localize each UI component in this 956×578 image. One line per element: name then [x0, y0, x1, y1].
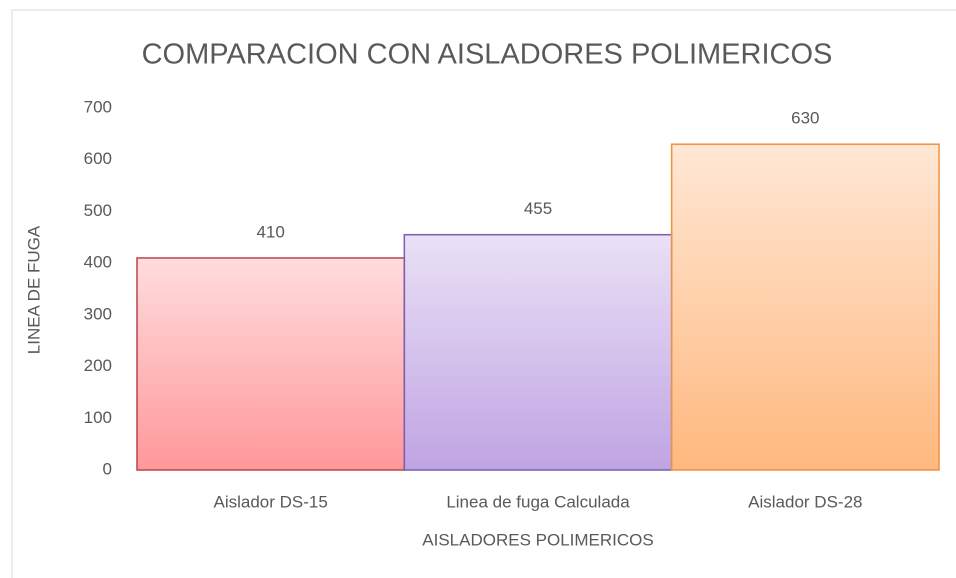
- y-tick-label: 100: [84, 408, 112, 427]
- y-axis-title: LINEA DE FUGA: [24, 225, 43, 354]
- x-tick-label: Aislador DS-15: [214, 492, 328, 511]
- y-tick-label: 700: [84, 97, 112, 116]
- data-label: 410: [256, 222, 284, 241]
- bar: [136, 257, 406, 471]
- x-tick-label: Aislador DS-28: [748, 492, 862, 511]
- data-label: 455: [524, 199, 552, 218]
- y-tick-label: 500: [84, 201, 112, 220]
- chart-title: COMPARACION CON AISLADORES POLIMERICOS: [142, 39, 833, 71]
- y-tick-label: 600: [84, 149, 112, 168]
- y-tick-label: 400: [84, 253, 112, 272]
- y-tick-label: 0: [103, 459, 112, 478]
- y-tick-label: 300: [84, 304, 112, 323]
- y-tick-label: 200: [84, 356, 112, 375]
- bar: [403, 233, 673, 471]
- x-axis-title: AISLADORES POLIMERICOS: [422, 530, 653, 549]
- bar: [670, 143, 940, 471]
- data-label: 630: [791, 109, 819, 128]
- x-tick-label: Linea de fuga Calculada: [446, 492, 630, 511]
- chart-frame: [11, 9, 956, 578]
